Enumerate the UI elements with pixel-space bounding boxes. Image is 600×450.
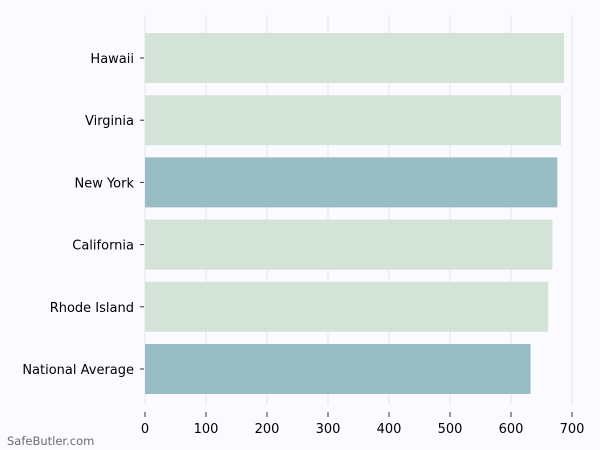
category-label-rhode-island: Rhode Island: [50, 301, 134, 316]
bars: [145, 33, 565, 394]
bar-hawaii: [145, 33, 565, 83]
x-tick-label-100: 100: [194, 422, 219, 437]
x-tick-label-600: 600: [499, 422, 524, 437]
x-tick-label-500: 500: [438, 422, 463, 437]
category-label-virginia: Virginia: [85, 114, 134, 129]
x-tick-label-700: 700: [560, 422, 585, 437]
category-label-new-york: New York: [74, 176, 134, 191]
x-tick-label-0: 0: [141, 422, 149, 437]
category-label-hawaii: Hawaii: [90, 52, 134, 67]
x-tick-label-300: 300: [316, 422, 341, 437]
category-label-national-average: National Average: [22, 363, 134, 378]
bar-virginia: [145, 95, 562, 146]
x-tick-label-200: 200: [255, 422, 280, 437]
bar-new-york: [145, 157, 558, 208]
bar-rhode-island: [145, 281, 549, 332]
bar-national-average: [145, 344, 531, 394]
x-tick-labels: 0 100 200 300 400 500 600 700: [141, 412, 585, 437]
category-labels: Hawaii Virginia New York California Rhode Is…: [22, 52, 144, 378]
x-tick-label-400: 400: [377, 422, 402, 437]
watermark: SafeButler.com: [7, 434, 95, 448]
category-label-california: California: [72, 239, 134, 254]
bar-california: [145, 219, 553, 270]
